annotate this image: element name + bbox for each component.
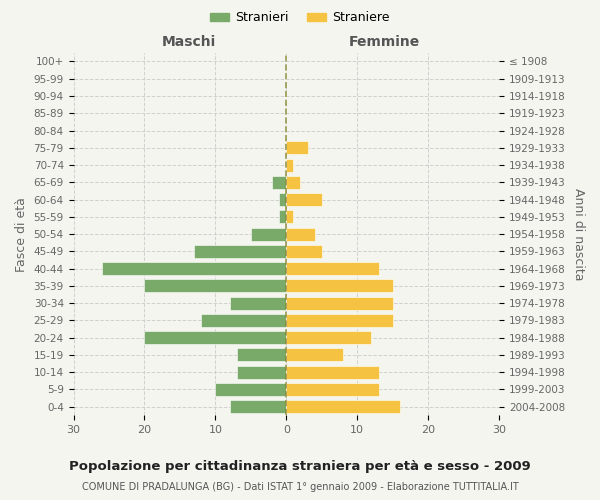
Bar (286, 210, 293, 224)
Bar (286, 280, 392, 292)
Bar (286, 228, 314, 240)
Bar (215, 383, 286, 396)
Bar (286, 193, 322, 206)
Text: COMUNE DI PRADALUNGA (BG) - Dati ISTAT 1° gennaio 2009 - Elaborazione TUTTITALIA: COMUNE DI PRADALUNGA (BG) - Dati ISTAT 1… (82, 482, 518, 492)
Bar (272, 176, 286, 189)
Text: Maschi: Maschi (161, 35, 215, 49)
Bar (145, 280, 286, 292)
Bar (286, 348, 343, 362)
Bar (201, 314, 286, 327)
Text: Femmine: Femmine (349, 35, 420, 49)
Bar (102, 262, 286, 275)
Bar (279, 193, 286, 206)
Bar (286, 314, 392, 327)
Bar (145, 331, 286, 344)
Bar (286, 176, 301, 189)
Y-axis label: Fasce di età: Fasce di età (15, 196, 28, 272)
Bar (230, 296, 286, 310)
Bar (286, 262, 379, 275)
Legend: Stranieri, Straniere: Stranieri, Straniere (205, 6, 395, 29)
Bar (286, 158, 293, 172)
Bar (286, 245, 322, 258)
Bar (236, 348, 286, 362)
Bar (286, 296, 392, 310)
Bar (286, 142, 308, 154)
Bar (279, 210, 286, 224)
Bar (286, 331, 371, 344)
Bar (286, 366, 379, 378)
Bar (230, 400, 286, 413)
Bar (286, 383, 379, 396)
Bar (236, 366, 286, 378)
Y-axis label: Anni di nascita: Anni di nascita (572, 188, 585, 280)
Bar (194, 245, 286, 258)
Bar (251, 228, 286, 240)
Bar (286, 400, 400, 413)
Text: Popolazione per cittadinanza straniera per età e sesso - 2009: Popolazione per cittadinanza straniera p… (69, 460, 531, 473)
